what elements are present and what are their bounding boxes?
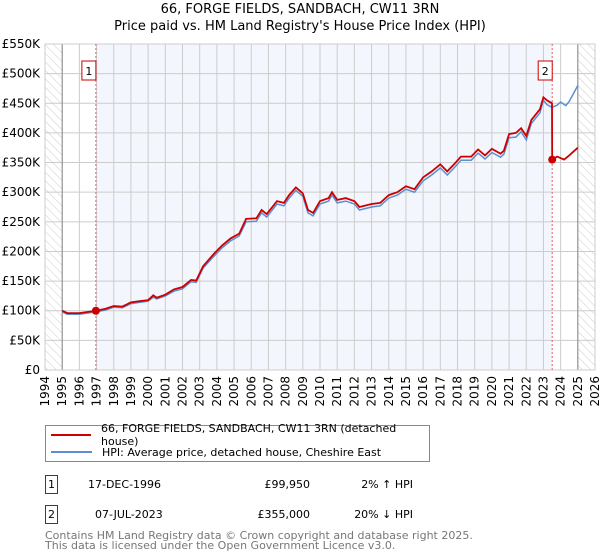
legend-item-hpi: HPI: Average price, detached house, Ches… xyxy=(46,444,381,460)
table-row: 1 17-DEC-1996 £99,950 2% ↑ HPI xyxy=(45,475,465,495)
y-tick-label: £250K xyxy=(2,215,42,229)
x-tick-label: 2014 xyxy=(382,376,396,407)
x-tick-label: 2002 xyxy=(176,376,190,407)
x-tick-label: 2020 xyxy=(485,376,499,407)
sale-point xyxy=(91,306,100,315)
sale-hpi-diff: 20% ↓ HPI xyxy=(354,508,413,521)
chart-subtitle: Price paid vs. HM Land Registry's House … xyxy=(114,19,486,34)
legend-swatch-red xyxy=(51,434,91,436)
x-tick-label: 2009 xyxy=(296,376,310,407)
y-tick-label: £300K xyxy=(2,185,42,199)
sale-price: £99,950 xyxy=(264,478,311,491)
x-tick-label: 1998 xyxy=(107,376,121,407)
x-tick-label: 2003 xyxy=(193,376,207,407)
x-tick-label: 2025 xyxy=(571,376,585,407)
y-tick-label: £350K xyxy=(2,156,42,170)
sale-badge: 1 xyxy=(45,475,58,494)
x-tick-label: 2024 xyxy=(554,376,568,407)
footer-line: Contains HM Land Registry data © Crown c… xyxy=(45,529,473,542)
x-tick-label: 2005 xyxy=(227,376,241,407)
sale-price: £355,000 xyxy=(257,508,311,521)
x-tick-label: 1995 xyxy=(55,376,69,407)
x-tick-label: 1997 xyxy=(90,376,104,407)
property-price-line xyxy=(61,95,579,314)
hatched-region-right xyxy=(577,44,595,370)
x-tick-label: 2010 xyxy=(313,376,327,407)
x-tick-label: 1996 xyxy=(72,376,86,407)
legend-item-property: 66, FORGE FIELDS, SANDBACH, CW11 3RN (de… xyxy=(46,422,429,448)
x-tick-label: 2019 xyxy=(468,376,482,407)
x-tick-label: 2022 xyxy=(519,376,533,407)
y-tick-label: £100K xyxy=(2,304,42,318)
x-tick-label: 2008 xyxy=(279,376,293,407)
footer: Contains HM Land Registry data © Crown c… xyxy=(45,529,473,552)
x-tick-label: 2016 xyxy=(416,376,430,407)
x-tick-label: 2026 xyxy=(588,376,600,407)
x-tick-label: 2017 xyxy=(433,376,447,407)
legend-label: HPI: Average price, detached house, Ches… xyxy=(102,445,382,459)
x-tick-label: 2012 xyxy=(347,376,361,407)
y-tick-label: £0 xyxy=(25,363,40,377)
legend: 66, FORGE FIELDS, SANDBACH, CW11 3RN (de… xyxy=(45,422,430,462)
x-tick-label: 1994 xyxy=(38,376,52,407)
hatched-region-left xyxy=(45,44,63,370)
plot-area: 1994 1995 1996 1997 1998 1999 2000 2001 2002 2003… xyxy=(2,37,600,407)
sale-label: 1 xyxy=(85,65,92,78)
y-tick-label: £200K xyxy=(2,244,42,258)
x-tick-label: 2018 xyxy=(451,376,465,407)
footer-line: This data is licensed under the Open Gov… xyxy=(45,539,396,552)
x-tick-label: 2007 xyxy=(261,376,275,407)
plot-border xyxy=(44,43,596,371)
hpi-line xyxy=(61,85,579,316)
chart-title: 66, FORGE FIELDS, SANDBACH, CW11 3RN xyxy=(160,2,440,17)
sale-badge: 2 xyxy=(45,505,58,524)
table-row: 2 07-JUL-2023 £355,000 20% ↓ HPI xyxy=(45,505,465,525)
legend-label: 66, FORGE FIELDS, SANDBACH, CW11 3RN (de… xyxy=(101,422,397,448)
y-tick-label: £500K xyxy=(2,67,42,81)
y-tick-label: £150K xyxy=(2,274,42,288)
sale-label-box xyxy=(537,60,553,81)
y-tick-label: £450K xyxy=(2,96,42,110)
x-tick-label: 1999 xyxy=(124,376,138,407)
sale-label: 2 xyxy=(542,65,549,78)
x-tick-label: 2013 xyxy=(365,376,379,407)
x-tick-label: 2015 xyxy=(399,376,413,407)
x-tick-label: 2004 xyxy=(210,376,224,407)
y-tick-label: £50K xyxy=(9,333,41,347)
sale-hpi-diff: 2% ↑ HPI xyxy=(361,478,413,491)
x-tick-label: 2011 xyxy=(330,376,344,407)
sale-point xyxy=(548,155,557,164)
sale-date: 17-DEC-1996 xyxy=(88,478,162,491)
x-tick-label: 2001 xyxy=(158,376,172,407)
y-tick-label: £550K xyxy=(2,37,42,51)
x-tick-label: 2021 xyxy=(502,376,516,407)
x-tick-label: 2000 xyxy=(141,376,155,407)
x-tick-label: 2023 xyxy=(536,376,550,407)
sale-label-box xyxy=(81,60,97,81)
sale-date: 07-JUL-2023 xyxy=(95,508,163,521)
x-tick-label: 2006 xyxy=(244,376,258,407)
y-tick-label: £400K xyxy=(2,126,42,140)
shaded-ownership-region xyxy=(95,44,553,370)
legend-swatch-blue xyxy=(51,451,92,453)
